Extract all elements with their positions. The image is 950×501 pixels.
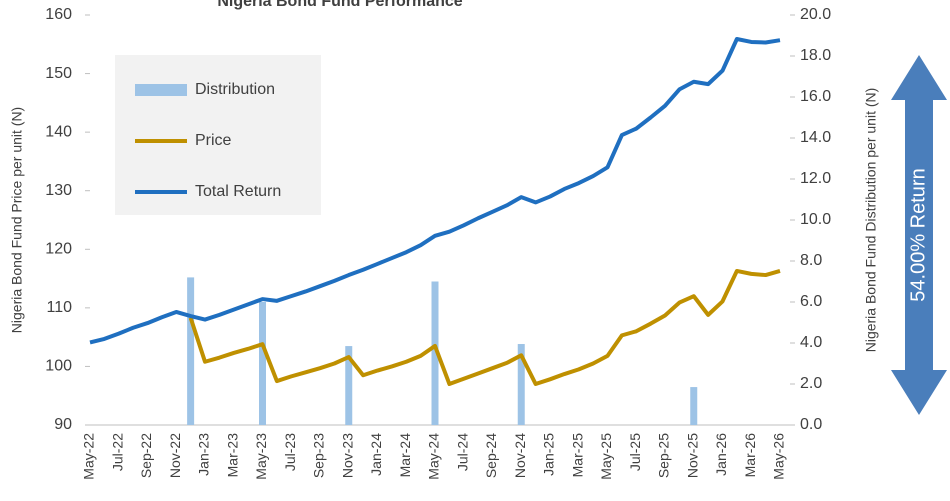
legend-label: Total Return [195,183,281,200]
x-tick-label: Jan-26 [713,433,729,476]
y-tick-label: 130 [45,182,72,199]
legend-label: Distribution [195,81,275,98]
y-tick-label: 160 [45,6,72,23]
bar [431,281,439,425]
y2-axis-label: Nigeria Bond Fund Distribution per unit … [863,88,879,353]
x-tick-label: May-23 [253,433,269,480]
legend-swatch [135,84,187,96]
y-tick-label: 90 [54,416,72,433]
y-tick-label: 120 [45,241,72,258]
x-tick-label: Jan-23 [196,433,212,476]
x-tick-label: May-22 [81,433,97,480]
x-tick-label: Jan-24 [368,433,384,476]
y2-tick-label: 14.0 [800,129,831,146]
return-arrow [891,55,947,415]
x-tick-label: Nov-22 [167,433,183,478]
y2-tick-label: 0.0 [800,416,822,433]
line [89,37,781,345]
y-axis-label: Nigeria Bond Fund Price per unit (N) [9,107,25,333]
x-tick-label: Jan-25 [541,433,557,476]
y2-tick-label: 6.0 [800,293,822,310]
chart-title: Nigeria Bond Fund Performance [217,0,462,10]
x-tick-label: Sep-22 [138,433,154,478]
bar [517,344,525,425]
x-tick-label: May-24 [426,433,442,480]
x-tick-label: May-26 [771,433,787,480]
bar [187,277,195,425]
x-tick-label: Nov-23 [339,433,355,478]
y2-tick-label: 4.0 [800,334,822,351]
x-tick-label: Sep-25 [656,433,672,478]
bar [259,302,266,425]
bar [345,346,353,425]
x-tick-label: Jul-22 [109,433,125,471]
y2-tick-label: 18.0 [800,47,831,64]
x-tick-label: Sep-24 [483,433,499,478]
x-tick-label: Sep-23 [311,433,327,478]
annotation: 54.00% Return [907,168,929,301]
y2-tick-label: 10.0 [800,211,831,228]
y-tick-label: 110 [46,299,72,316]
line [188,268,781,386]
y2-tick-label: 2.0 [800,375,822,392]
x-tick-label: Nov-25 [684,433,700,478]
x-tick-label: Jul-25 [627,433,643,471]
legend-label: Price [195,132,232,149]
bar [690,387,698,425]
y2-tick-label: 12.0 [800,170,831,187]
x-tick-label: Mar-26 [742,433,758,478]
x-tick-label: Jul-24 [454,433,470,471]
x-tick-label: Mar-25 [569,433,585,478]
y2-tick-label: 20.0 [800,6,831,23]
y-tick-label: 100 [45,358,72,375]
y-tick-label: 140 [45,123,72,140]
x-tick-label: Nov-24 [512,433,528,478]
y-tick-label: 150 [45,65,72,82]
y2-tick-label: 16.0 [800,88,831,105]
x-tick-label: Jul-23 [282,433,298,471]
y2-tick-label: 8.0 [800,252,822,269]
legend-box [115,55,321,215]
x-tick-label: May-25 [598,433,614,480]
x-tick-label: Mar-24 [397,433,413,478]
x-tick-label: Mar-23 [224,433,240,478]
